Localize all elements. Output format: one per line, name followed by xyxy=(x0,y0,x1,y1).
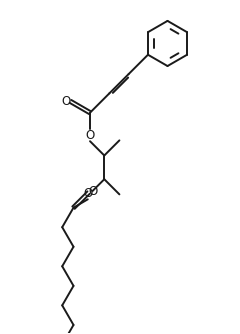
Text: O: O xyxy=(83,187,92,200)
Text: O: O xyxy=(62,95,71,108)
Text: O: O xyxy=(85,129,95,142)
Text: O: O xyxy=(88,185,97,198)
